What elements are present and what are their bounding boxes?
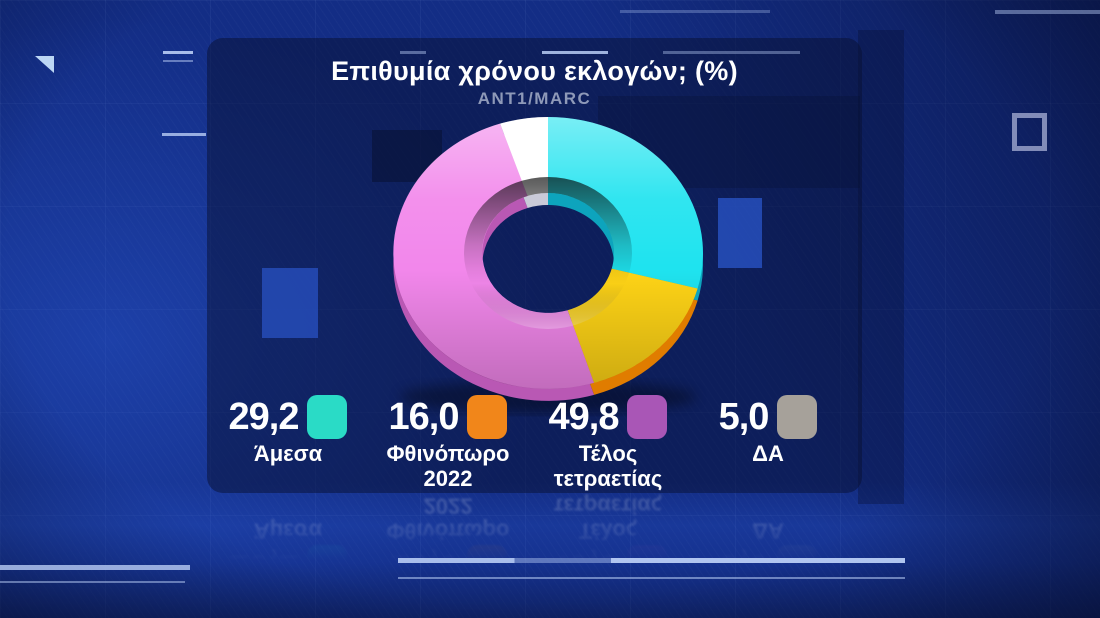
legend-item: 5,0 ΔΑ <box>692 493 844 590</box>
legend-value: 5,0 <box>718 396 770 438</box>
legend-item: 29,2 Άμεσα <box>212 493 364 590</box>
legend-swatch-icon <box>467 545 508 590</box>
legend: 29,2 Άμεσα 16,0 Φθινόπωρο 2022 49,8 Τέλο… <box>212 394 844 491</box>
legend-item: 5,0 ΔΑ <box>692 394 844 491</box>
legend-item: 16,0 Φθινόπωρο 2022 <box>372 394 524 491</box>
donut-svg <box>393 116 703 413</box>
legend-label: Φθινόπωρο 2022 <box>386 441 510 491</box>
deco-line <box>163 51 193 54</box>
legend-value: 49,8 <box>548 396 620 438</box>
deco-line <box>400 51 426 54</box>
corner-triangle-icon <box>35 56 54 73</box>
deco-line <box>620 10 770 13</box>
legend-value: 29,2 <box>228 546 299 589</box>
legend-value: 29,2 <box>228 396 300 438</box>
legend-swatch-icon <box>777 545 818 590</box>
legend-value: 5,0 <box>718 546 769 589</box>
legend-reflection: 29,2 Άμεσα 16,0 Φθινόπωρο 2022 49,8 Τέλο… <box>212 493 844 590</box>
legend-swatch-icon <box>467 395 508 439</box>
legend-label: Τέλος τετραετίας <box>553 493 663 544</box>
legend: 29,2 Άμεσα 16,0 Φθινόπωρο 2022 49,8 Τέλο… <box>212 493 844 590</box>
legend-swatch-icon <box>627 395 668 439</box>
legend-swatch-icon <box>777 395 818 439</box>
legend-value: 16,0 <box>388 396 460 438</box>
donut-chart <box>375 96 721 418</box>
legend-item: 49,8 Τέλος τετραετίας <box>532 493 684 590</box>
legend-label: Τέλος τετραετίας <box>553 441 663 491</box>
legend-label: Άμεσα <box>253 518 323 544</box>
deco-line <box>542 51 608 54</box>
backdrop-dark-column <box>858 30 904 504</box>
deco-line <box>162 133 206 136</box>
deco-line <box>995 10 1100 14</box>
legend-label: Φθινόπωρο 2022 <box>386 493 510 544</box>
legend-swatch-icon <box>307 545 348 590</box>
legend-label: ΔΑ <box>752 441 784 466</box>
legend-value: 16,0 <box>388 546 459 589</box>
legend-value: 49,8 <box>548 546 619 589</box>
deco-line <box>0 565 190 570</box>
deco-line <box>0 581 185 583</box>
chart-title: Επιθυμία χρόνου εκλογών; (%) <box>331 56 738 86</box>
legend-item: 49,8 Τέλος τετραετίας <box>532 394 684 491</box>
chart-subtitle: ANT1/MARC <box>477 89 592 108</box>
legend-item: 16,0 Φθινόπωρο 2022 <box>372 493 524 590</box>
deco-line <box>163 60 193 62</box>
legend-label: ΔΑ <box>752 518 784 544</box>
legend-label: Άμεσα <box>253 441 323 466</box>
backdrop-block <box>718 198 762 268</box>
donut-gloss-overlay <box>393 116 703 390</box>
deco-line <box>663 51 800 54</box>
legend-item: 29,2 Άμεσα <box>212 394 364 491</box>
legend-swatch-icon <box>627 545 668 590</box>
square-outline-icon <box>1012 113 1047 151</box>
deco-line <box>398 558 905 563</box>
backdrop-block <box>262 268 318 338</box>
deco-line <box>398 577 905 579</box>
legend-swatch-icon <box>307 395 348 439</box>
